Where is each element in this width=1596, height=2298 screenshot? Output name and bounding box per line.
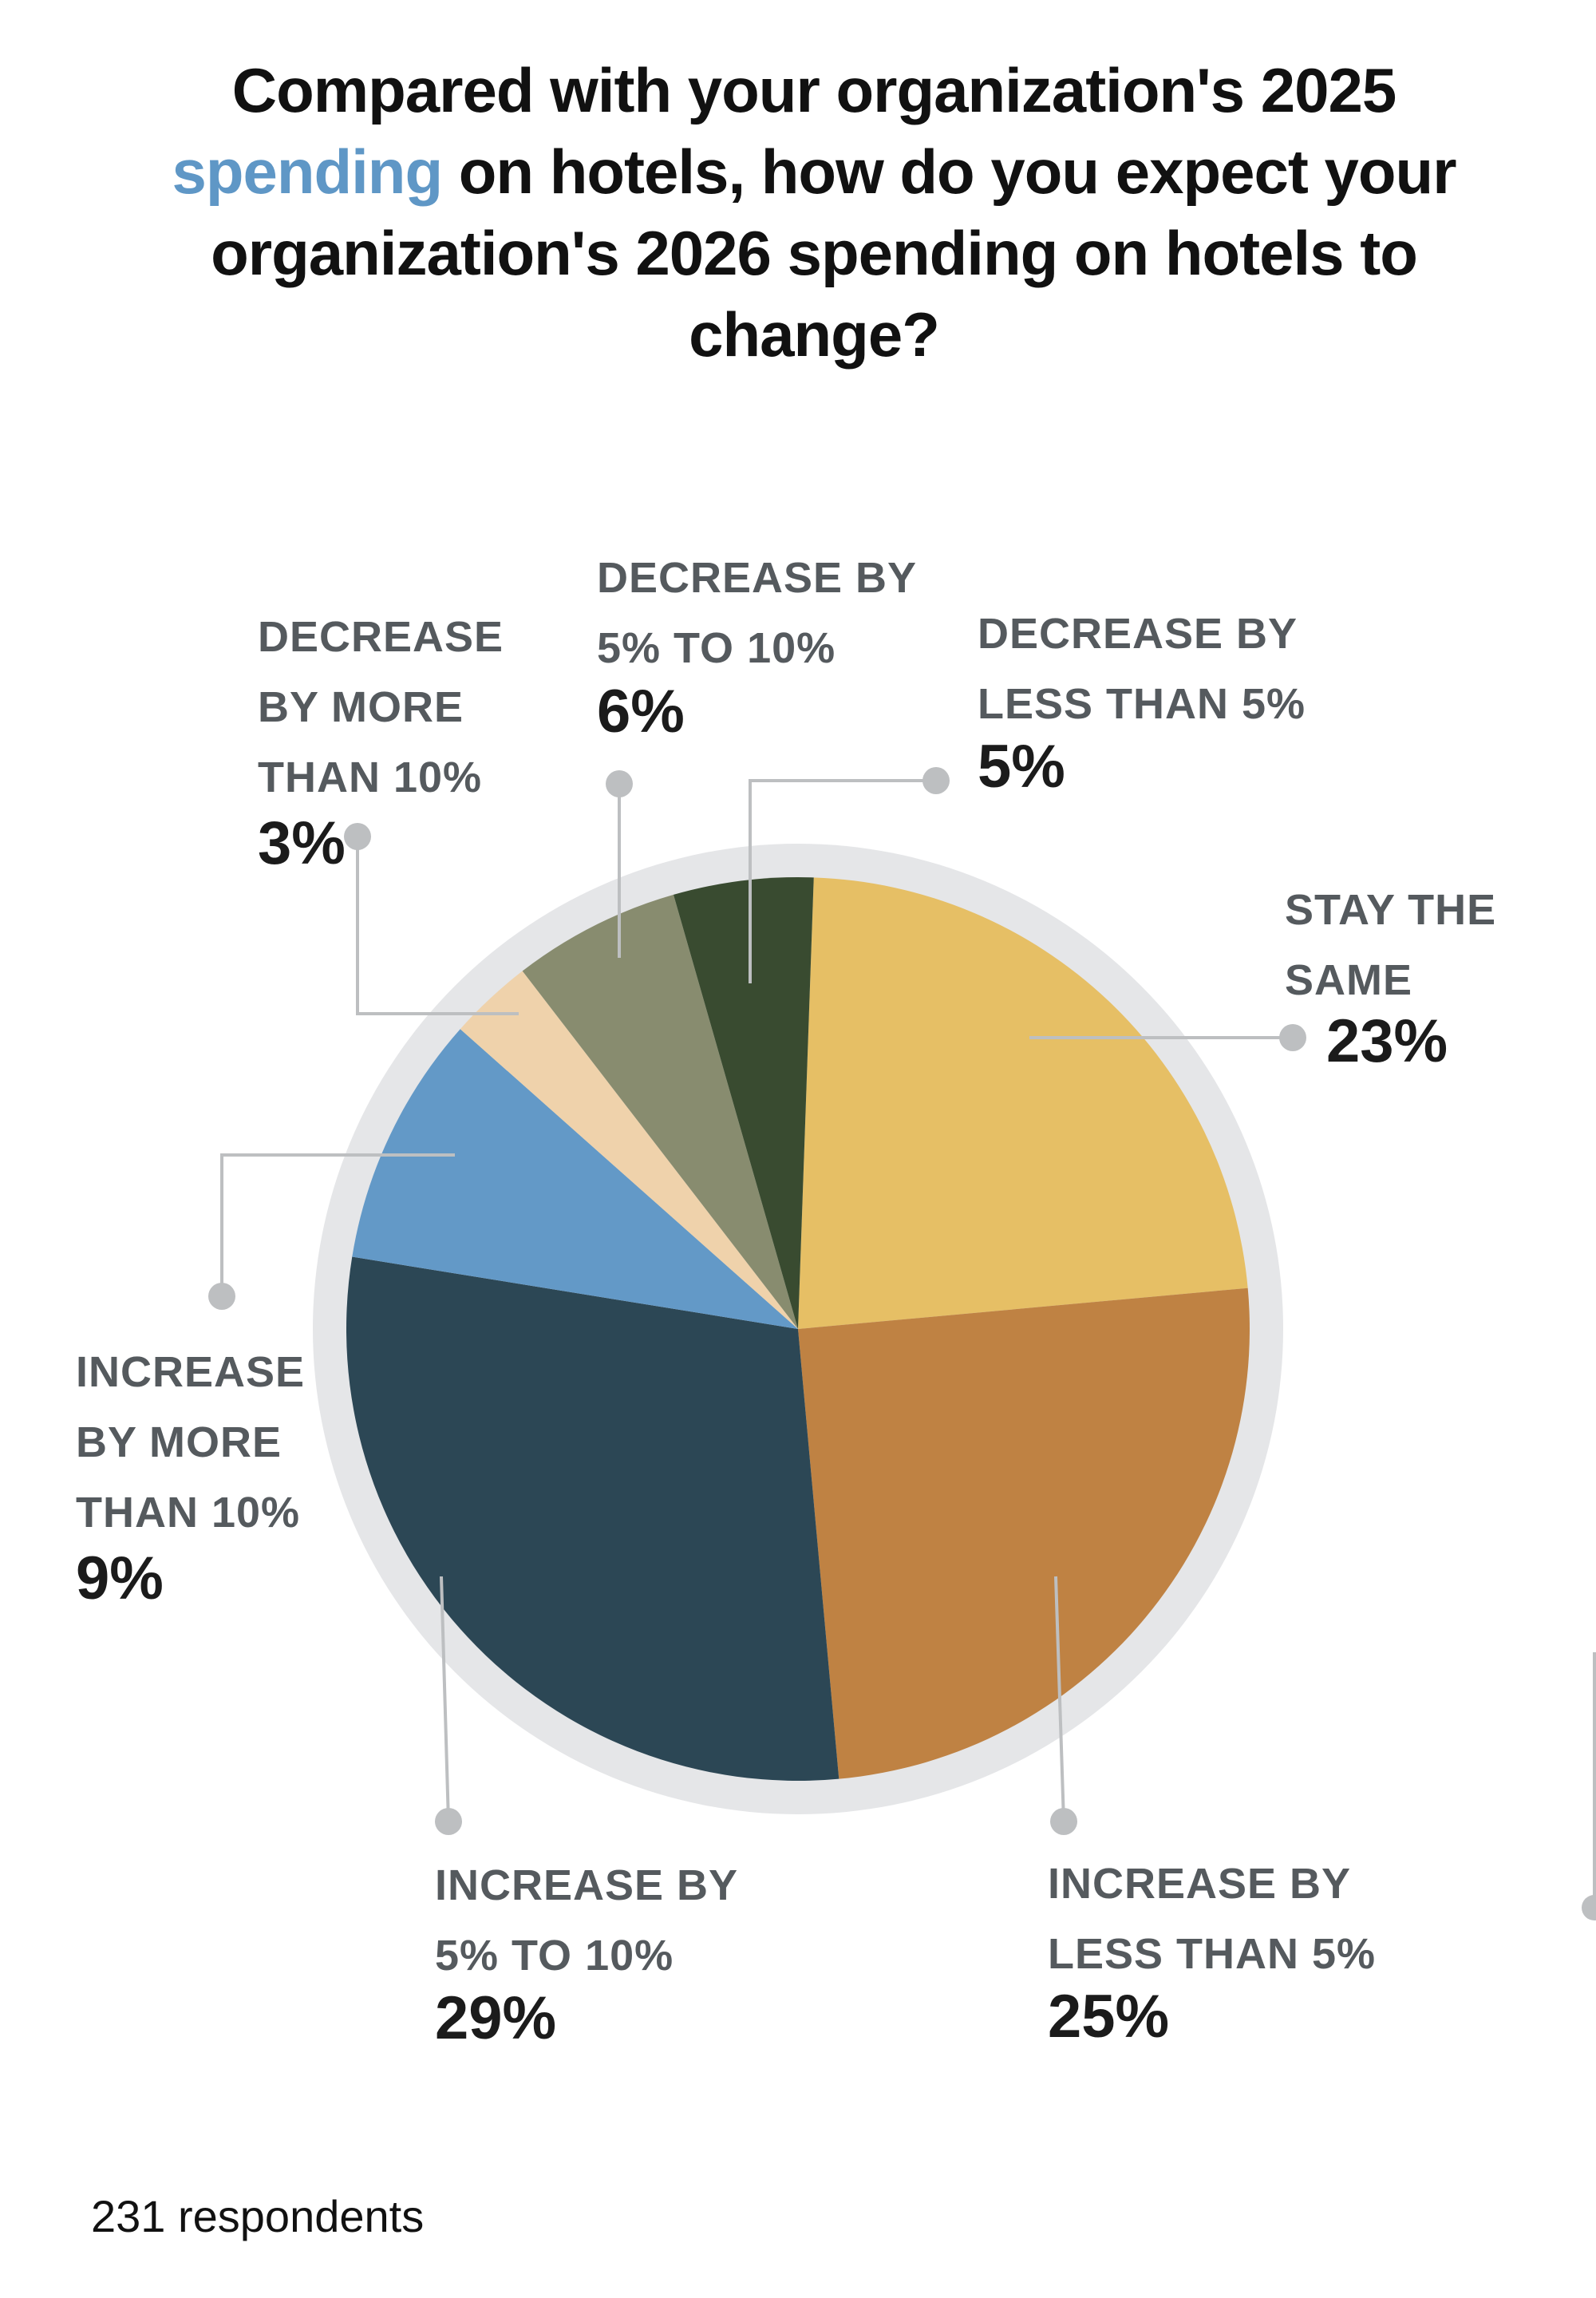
pie-slice-5: [460, 971, 798, 1329]
slice-label-1: STAY THE SAME: [1285, 886, 1496, 1004]
pie-slice-7: [673, 876, 814, 1329]
pie-slice-2: [798, 1287, 1250, 1779]
leader-dot-2: [1050, 1808, 1077, 1835]
title-text-before: Compared with your organization's 2025: [231, 55, 1397, 125]
slice-value-3: 29%: [435, 1984, 556, 2052]
slice-label-3: INCREASE BY 5% TO 10%: [435, 1861, 738, 1980]
slice-value-4: 9%: [76, 1545, 164, 1612]
slice-label-5: DECREASE BY MORE THAN 10%: [258, 613, 504, 801]
slice-value-2: 25%: [1048, 1983, 1169, 2051]
slice-value-6: 6%: [597, 678, 685, 746]
respondents-note: 231 respondents: [91, 2191, 425, 2241]
leader-line-2: [1054, 1576, 1065, 1822]
leader-line-4: [220, 1153, 455, 1296]
leader-dot-5: [344, 823, 371, 850]
leader-line-5: [356, 837, 519, 1015]
slice-label-6: DECREASE BY 5% TO 10%: [597, 554, 917, 672]
title-text-after: on hotels, how do you expect your organi…: [211, 136, 1456, 370]
pie-slice-1: [798, 877, 1248, 1329]
chart-title: Compared with your organization's 2025 s…: [160, 49, 1468, 375]
leader-dot-6: [606, 770, 633, 797]
slice-label-4: INCREASE BY MORE THAN 10%: [76, 1348, 305, 1537]
leader-dot-4: [208, 1283, 235, 1310]
leader-dot-1: [1279, 1024, 1306, 1051]
slice-value-5: 3%: [258, 809, 346, 877]
title-highlight: spending: [172, 136, 443, 207]
slice-label-7: DECREASE BY LESS THAN 5%: [978, 610, 1306, 728]
slice-label-2: INCREASE BY LESS THAN 5%: [1048, 1860, 1376, 1978]
slice-value-7: 5%: [978, 733, 1065, 801]
leader-line-3: [440, 1576, 450, 1822]
cropped-leader-dot: [1582, 1895, 1596, 1920]
pie-slice-4: [352, 1029, 798, 1329]
pie-slice-3: [346, 1256, 839, 1781]
pie-slice-6: [522, 894, 798, 1329]
slice-value-1: 23%: [1326, 1007, 1448, 1075]
leader-dot-7: [922, 767, 950, 794]
leader-line-7: [749, 779, 936, 983]
leader-dot-3: [435, 1808, 462, 1835]
